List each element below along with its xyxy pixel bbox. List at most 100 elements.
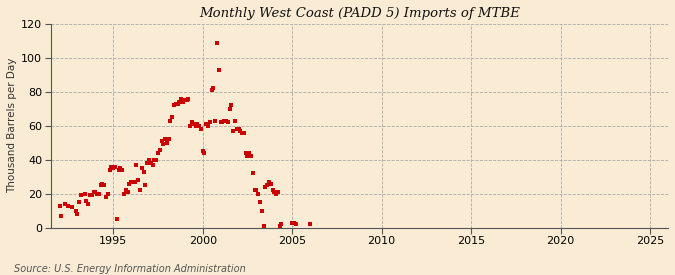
Title: Monthly West Coast (PADD 5) Imports of MTBE: Monthly West Coast (PADD 5) Imports of M…	[199, 7, 520, 20]
Point	[165, 119, 176, 123]
Point	[180, 98, 190, 103]
Point	[290, 222, 301, 227]
Point	[81, 198, 92, 203]
Point	[124, 181, 135, 186]
Point	[122, 190, 133, 194]
Point	[174, 100, 185, 104]
Point	[265, 181, 276, 186]
Point	[202, 123, 213, 128]
Point	[176, 97, 186, 101]
Point	[248, 171, 259, 175]
Point	[56, 214, 67, 218]
Point	[83, 202, 94, 206]
Point	[95, 183, 106, 188]
Point	[145, 161, 156, 165]
Point	[192, 122, 202, 126]
Point	[240, 151, 251, 155]
Point	[161, 141, 172, 145]
Point	[67, 205, 78, 210]
Point	[237, 130, 248, 135]
Point	[287, 221, 298, 225]
Point	[233, 127, 244, 131]
Point	[235, 129, 246, 133]
Point	[186, 120, 197, 125]
Point	[227, 129, 238, 133]
Point	[169, 103, 180, 108]
Point	[155, 147, 165, 152]
Point	[181, 98, 192, 103]
Point	[208, 86, 219, 91]
Point	[101, 195, 111, 199]
Point	[153, 151, 163, 155]
Point	[194, 123, 205, 128]
Point	[113, 168, 124, 172]
Point	[138, 169, 149, 174]
Point	[84, 193, 95, 198]
Point	[131, 163, 142, 167]
Point	[273, 190, 284, 194]
Point	[160, 137, 171, 142]
Point	[253, 192, 264, 196]
Point	[74, 200, 84, 204]
Point	[54, 204, 65, 208]
Point	[263, 180, 274, 184]
Point	[172, 101, 183, 106]
Point	[217, 120, 227, 125]
Point	[134, 188, 145, 192]
Text: Source: U.S. Energy Information Administration: Source: U.S. Energy Information Administ…	[14, 264, 245, 274]
Point	[254, 200, 265, 204]
Point	[258, 224, 269, 228]
Point	[158, 142, 169, 147]
Point	[201, 122, 212, 126]
Point	[149, 158, 160, 162]
Point	[76, 193, 86, 198]
Point	[144, 158, 155, 162]
Point	[140, 183, 151, 188]
Point	[304, 222, 315, 227]
Point	[108, 166, 119, 170]
Point	[106, 164, 117, 169]
Point	[142, 161, 153, 165]
Point	[163, 137, 174, 142]
Point	[99, 183, 109, 188]
Point	[97, 181, 108, 186]
Point	[215, 120, 226, 125]
Point	[226, 103, 237, 108]
Point	[242, 154, 253, 159]
Point	[92, 192, 103, 196]
Point	[104, 168, 115, 172]
Point	[238, 130, 249, 135]
Point	[224, 107, 235, 111]
Point	[246, 154, 256, 159]
Point	[269, 190, 279, 194]
Point	[72, 212, 83, 216]
Point	[136, 166, 147, 170]
Point	[156, 139, 167, 143]
Point	[230, 119, 240, 123]
Point	[260, 185, 271, 189]
Point	[86, 193, 97, 198]
Point	[59, 202, 70, 206]
Point	[109, 164, 120, 169]
Point	[178, 100, 188, 104]
Point	[119, 192, 130, 196]
Point	[63, 204, 74, 208]
Point	[70, 208, 81, 213]
Point	[289, 221, 300, 225]
Point	[126, 180, 136, 184]
Point	[207, 88, 217, 92]
Point	[103, 192, 113, 196]
Point	[222, 120, 233, 125]
Point	[130, 180, 140, 184]
Point	[90, 190, 101, 194]
Point	[133, 178, 144, 182]
Point	[94, 192, 105, 196]
Point	[128, 180, 138, 184]
Point	[111, 217, 122, 221]
Point	[147, 163, 158, 167]
Point	[276, 222, 287, 227]
Point	[88, 190, 99, 194]
Point	[171, 101, 182, 106]
Point	[185, 123, 196, 128]
Point	[249, 188, 260, 192]
